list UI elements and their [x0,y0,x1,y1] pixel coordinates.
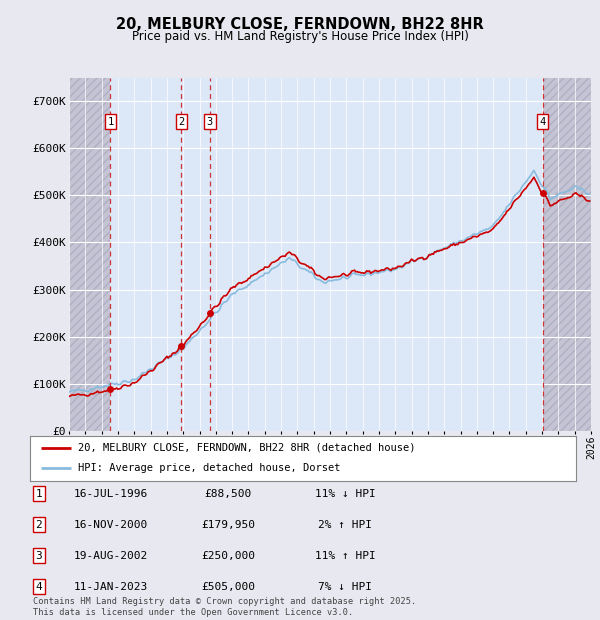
Text: 20, MELBURY CLOSE, FERNDOWN, BH22 8HR (detached house): 20, MELBURY CLOSE, FERNDOWN, BH22 8HR (d… [78,443,416,453]
Text: 7% ↓ HPI: 7% ↓ HPI [318,582,372,591]
Text: 4: 4 [35,582,43,591]
Text: 1: 1 [35,489,43,498]
Text: 2: 2 [178,117,184,126]
Text: Contains HM Land Registry data © Crown copyright and database right 2025.
This d: Contains HM Land Registry data © Crown c… [33,598,416,617]
Text: Price paid vs. HM Land Registry's House Price Index (HPI): Price paid vs. HM Land Registry's House … [131,30,469,43]
Text: £88,500: £88,500 [205,489,251,498]
Text: 2: 2 [35,520,43,529]
Text: 19-AUG-2002: 19-AUG-2002 [74,551,148,560]
Text: 3: 3 [35,551,43,560]
Text: £250,000: £250,000 [201,551,255,560]
Text: HPI: Average price, detached house, Dorset: HPI: Average price, detached house, Dors… [78,463,341,474]
Text: £505,000: £505,000 [201,582,255,591]
Text: 16-NOV-2000: 16-NOV-2000 [74,520,148,529]
Text: 16-JUL-1996: 16-JUL-1996 [74,489,148,498]
Text: 3: 3 [207,117,213,126]
Text: 2% ↑ HPI: 2% ↑ HPI [318,520,372,529]
Text: 4: 4 [539,117,545,126]
Text: 11% ↑ HPI: 11% ↑ HPI [314,551,376,560]
Text: 20, MELBURY CLOSE, FERNDOWN, BH22 8HR: 20, MELBURY CLOSE, FERNDOWN, BH22 8HR [116,17,484,32]
Text: 11% ↓ HPI: 11% ↓ HPI [314,489,376,498]
Text: £179,950: £179,950 [201,520,255,529]
Text: 1: 1 [107,117,113,126]
Text: 11-JAN-2023: 11-JAN-2023 [74,582,148,591]
